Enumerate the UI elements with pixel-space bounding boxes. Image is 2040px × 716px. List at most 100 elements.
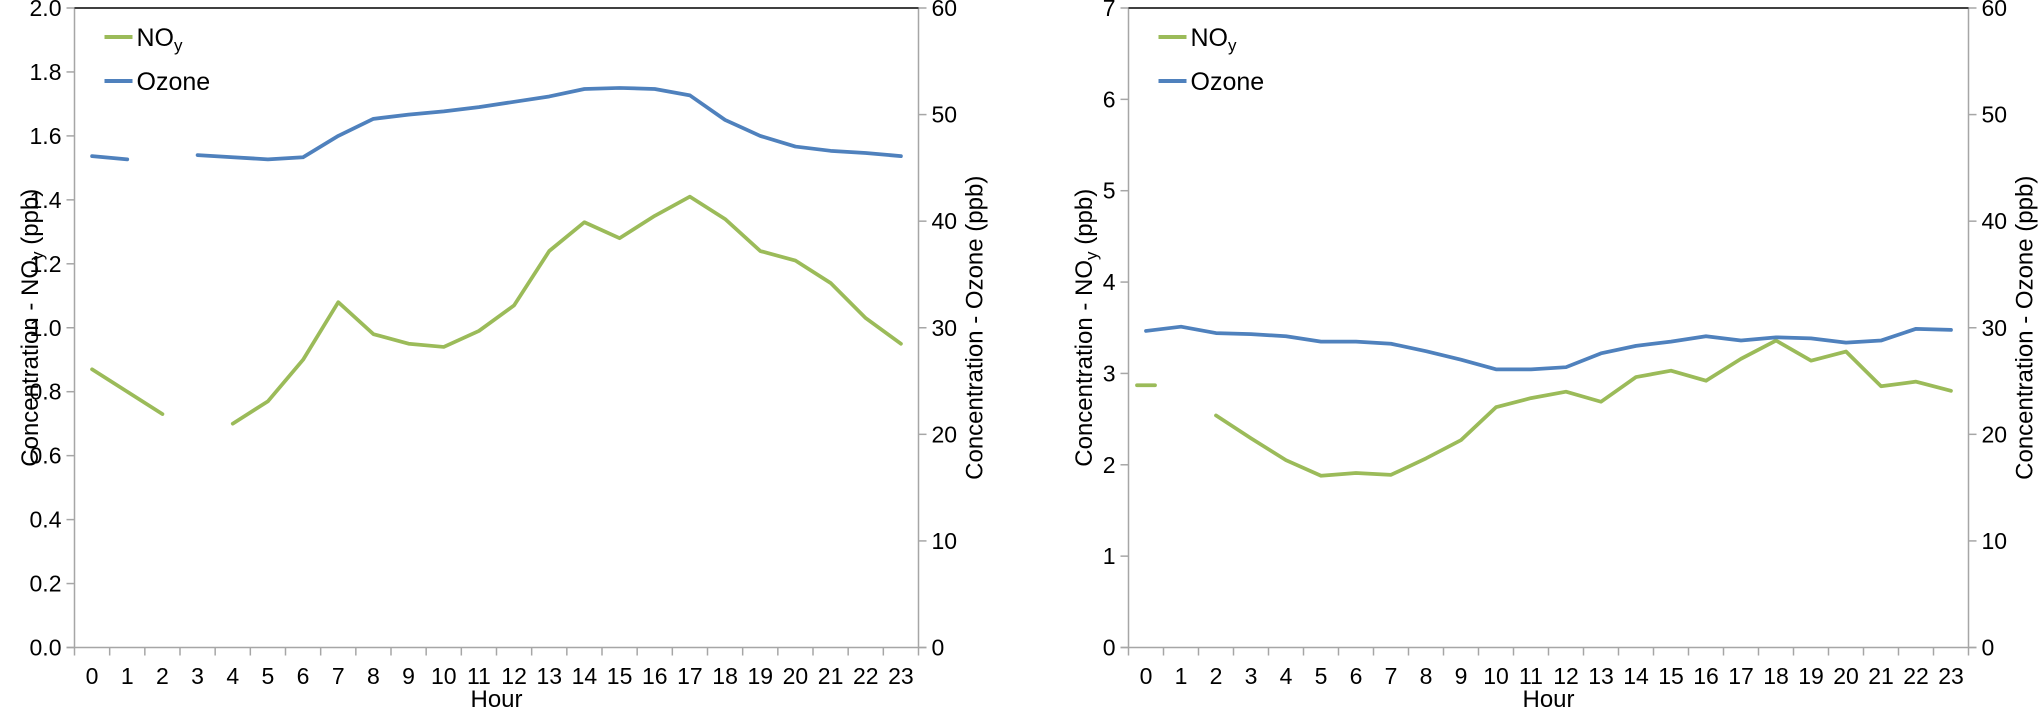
x-tick-label: 17 (677, 663, 703, 689)
y-tick-label: 20 (932, 421, 958, 447)
x-axis-title: Hour (1522, 686, 1574, 711)
x-tick-label: 20 (1833, 663, 1859, 689)
y-tick-label: 30 (1982, 315, 2008, 341)
y-tick-label: 30 (932, 315, 958, 341)
x-tick-label: 18 (1763, 663, 1789, 689)
x-tick-label: 21 (818, 663, 844, 689)
y-tick-label: 2.0 (30, 0, 62, 21)
y-tick-label: 0.2 (30, 571, 62, 597)
y-axis-ticks-left (1120, 7, 1129, 649)
y-tick-label: 50 (932, 102, 958, 128)
y-tick-label: 60 (1982, 0, 2008, 21)
line-segment (1214, 338, 1953, 478)
y-tick-label: 0.4 (30, 507, 62, 533)
x-tick-label: 8 (1420, 663, 1433, 689)
series-line-noy (1135, 338, 1953, 478)
line-segment (230, 194, 903, 426)
x-tick-label: 13 (1588, 663, 1614, 689)
legend: NOy Ozone (104, 24, 211, 96)
x-tick-label: 16 (1693, 663, 1719, 689)
legend-label-ozone: Ozone (137, 68, 211, 96)
y-tick-label: 4 (1103, 269, 1116, 295)
y-tick-label: 5 (1103, 178, 1116, 204)
y-tick-label: 40 (1982, 208, 2008, 234)
y-tick-label: 10 (932, 528, 958, 554)
x-tick-label: 16 (642, 663, 668, 689)
x-axis-labels: 0 1 2 3 4 5 6 7 8 9 10 11 12 13 14 15 16 17 18 19 20 21 22 23 (1140, 663, 1964, 689)
x-tick-label: 6 (297, 663, 310, 689)
x-tick-label: 18 (712, 663, 738, 689)
x-tick-label: 15 (1658, 663, 1684, 689)
x-tick-label: 22 (1903, 663, 1929, 689)
y-axis-labels-left: 0 1 2 3 4 5 6 7 (1103, 0, 1116, 661)
x-tick-label: 22 (853, 663, 879, 689)
x-tick-label: 7 (332, 663, 345, 689)
x-tick-label: 3 (191, 663, 204, 689)
x-tick-label: 14 (1623, 663, 1649, 689)
y-tick-label: 1 (1103, 543, 1116, 569)
y-tick-label: 40 (932, 208, 958, 234)
x-tick-label: 4 (1280, 663, 1293, 689)
x-tick-label: 12 (1553, 663, 1579, 689)
x-tick-label: 10 (431, 663, 457, 689)
y-axis-ticks-right (918, 7, 927, 649)
x-tick-label: 5 (1315, 663, 1328, 689)
x-tick-label: 12 (501, 663, 527, 689)
x-tick-label: 7 (1385, 663, 1398, 689)
x-axis-ticks (73, 647, 920, 656)
x-axis-ticks (1127, 647, 1970, 656)
x-tick-label: 0 (1140, 663, 1153, 689)
line-segment (90, 154, 130, 162)
line-segment (1144, 324, 1953, 372)
legend-label-noy: NOy (1191, 24, 1238, 55)
y-tick-label: 10 (1982, 528, 2008, 554)
x-tick-label: 20 (783, 663, 809, 689)
x-tick-label: 17 (1728, 663, 1754, 689)
y-axis-labels-left: 0.0 0.2 0.4 0.6 0.8 1.0 1.2 1.4 1.6 1.8 2.0 (30, 0, 62, 661)
y-tick-label: 20 (1982, 421, 2008, 447)
x-tick-label: 14 (572, 663, 598, 689)
y-axis-labels-right: 0 10 20 30 40 50 60 (1982, 0, 2008, 661)
series-line-ozone (90, 86, 903, 162)
chart-noy-ozone-left: 0 1 2 3 4 5 6 7 8 9 10 11 12 13 14 15 16 17 18 19 20 21 22 23 Ho… (0, 0, 1020, 713)
x-tick-label: 23 (1938, 663, 1964, 689)
y-tick-label: 0.8 (30, 379, 62, 405)
x-tick-label: 19 (1798, 663, 1824, 689)
y-axis-title-left: Concentration - NOy (ppb) (17, 189, 47, 467)
y-axis-ticks-right (1968, 7, 1977, 649)
y-axis-title-left: Concentration - NOy (ppb) (1071, 189, 1101, 467)
x-tick-label: 4 (226, 663, 239, 689)
legend: NOy Ozone (1158, 24, 1264, 96)
y-tick-label: 0.6 (30, 443, 62, 469)
x-tick-label: 11 (467, 663, 491, 689)
x-axis-labels: 0 1 2 3 4 5 6 7 8 9 10 11 12 13 14 15 16 17 18 19 20 21 22 23 (86, 663, 914, 689)
x-tick-label: 5 (262, 663, 275, 689)
y-tick-label: 1.6 (30, 123, 62, 149)
x-tick-label: 21 (1868, 663, 1894, 689)
y-tick-label: 1.0 (30, 315, 62, 341)
line-segment (195, 86, 903, 162)
y-tick-label: 3 (1103, 360, 1116, 386)
x-tick-label: 9 (1455, 663, 1468, 689)
y-tick-label: 60 (932, 0, 958, 21)
chart-canvas: 0 1 2 3 4 5 6 7 8 9 10 11 12 13 14 15 16 17 18 19 20 21 22 23Ho… (17, 0, 989, 713)
series-line-noy (90, 194, 903, 426)
x-tick-label: 9 (402, 663, 415, 689)
y-axis-title-right: Concentration - Ozone (ppb) (962, 176, 989, 480)
y-axis-labels-right: 0 10 20 30 40 50 60 (932, 0, 958, 661)
axes (1120, 8, 1977, 649)
x-tick-label: 1 (1175, 663, 1188, 689)
y-tick-label: 0.0 (30, 635, 62, 661)
y-axis-ticks-left (66, 7, 75, 649)
x-tick-label: 2 (1210, 663, 1223, 689)
y-tick-label: 50 (1982, 102, 2008, 128)
x-tick-label: 6 (1350, 663, 1363, 689)
chart-canvas: 0 1 2 3 4 5 6 7 8 9 10 11 12 13 14 15 16 17 18 19 20 21 22 23Ho… (1071, 0, 2039, 713)
y-tick-label: 1.2 (30, 251, 62, 277)
y-tick-label: 2 (1103, 452, 1116, 478)
chart-noy-ozone-right: 0 1 2 3 4 5 6 7 8 9 10 11 12 13 14 15 16 17 18 19 20 21 22 23 Ho… (1020, 0, 2040, 713)
y-tick-label: 6 (1103, 86, 1116, 112)
x-tick-label: 23 (888, 663, 914, 689)
x-tick-label: 11 (1519, 663, 1543, 689)
